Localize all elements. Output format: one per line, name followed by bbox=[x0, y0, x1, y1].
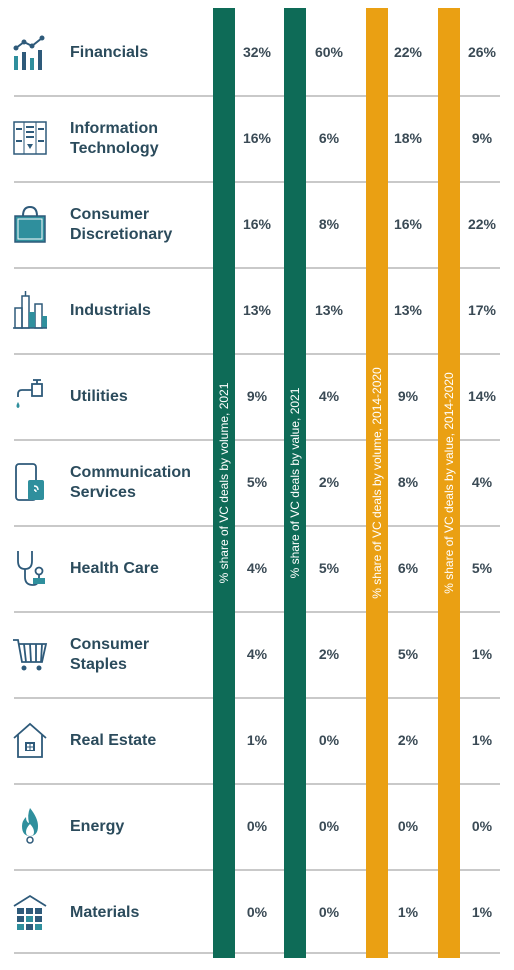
column-bar: % share of VC deals by volume, 2021 bbox=[213, 8, 235, 958]
value-cell: 9% bbox=[397, 388, 419, 404]
value-cell: 5% bbox=[397, 646, 419, 662]
value-cell: 8% bbox=[397, 474, 419, 490]
table-row: Utilities 9% 4% 9% 14% bbox=[0, 354, 514, 441]
sector-label: Financials bbox=[70, 44, 149, 61]
value-cell: 4% bbox=[318, 388, 340, 404]
shopping-cart-icon bbox=[12, 634, 48, 674]
house-icon bbox=[12, 720, 48, 760]
row-divider bbox=[14, 869, 500, 871]
table-row: Consumer Staples 4% 2% 5% 1% bbox=[0, 612, 514, 699]
water-tap-icon bbox=[12, 376, 48, 416]
sector-label: Information Technology bbox=[70, 120, 159, 157]
mobile-phone-icon bbox=[12, 462, 48, 502]
value-cell: 9% bbox=[246, 388, 268, 404]
value-cell: 5% bbox=[471, 560, 493, 576]
value-cell: 16% bbox=[242, 130, 272, 146]
flame-icon bbox=[12, 806, 48, 846]
row-divider bbox=[14, 353, 500, 355]
row-divider bbox=[14, 697, 500, 699]
table-row: Materials 0% 0% 1% 1% bbox=[0, 870, 514, 956]
value-cell: 17% bbox=[467, 302, 497, 318]
value-cell: 18% bbox=[393, 130, 423, 146]
row-divider bbox=[14, 783, 500, 785]
value-cell: 16% bbox=[393, 216, 423, 232]
sector-label: Communication Services bbox=[70, 464, 191, 501]
stethoscope-icon bbox=[12, 548, 48, 588]
value-cell: 0% bbox=[471, 818, 493, 834]
column-header: % share of VC deals by volume, 2014-2020 bbox=[370, 367, 384, 599]
table-row: Consumer Discretionary 16% 8% 16% 22% bbox=[0, 182, 514, 269]
value-cell: 32% bbox=[242, 44, 272, 60]
shopping-bag-icon bbox=[12, 204, 48, 244]
sector-label: Consumer Discretionary bbox=[70, 206, 173, 243]
value-cell: 6% bbox=[318, 130, 340, 146]
value-cell: 5% bbox=[246, 474, 268, 490]
row-divider bbox=[14, 95, 500, 97]
value-cell: 22% bbox=[467, 216, 497, 232]
sector-label: Utilities bbox=[70, 388, 128, 405]
row-divider bbox=[14, 267, 500, 269]
value-cell: 0% bbox=[318, 904, 340, 920]
value-cell: 14% bbox=[467, 388, 497, 404]
row-divider bbox=[14, 181, 500, 183]
value-cell: 1% bbox=[397, 904, 419, 920]
value-cell: 4% bbox=[471, 474, 493, 490]
table-row: Communication Services 5% 2% 8% 4% bbox=[0, 440, 514, 527]
sector-label: Energy bbox=[70, 818, 125, 835]
value-cell: 0% bbox=[397, 818, 419, 834]
value-cell: 9% bbox=[471, 130, 493, 146]
column-header: % share of VC deals by value, 2014-2020 bbox=[442, 372, 456, 594]
value-cell: 1% bbox=[471, 904, 493, 920]
value-cell: 0% bbox=[318, 818, 340, 834]
value-cell: 60% bbox=[314, 44, 344, 60]
column-header: % share of VC deals by volume, 2021 bbox=[217, 382, 231, 584]
value-cell: 13% bbox=[242, 302, 272, 318]
column-bar: % share of VC deals by value, 2021 bbox=[284, 8, 306, 958]
value-cell: 2% bbox=[318, 646, 340, 662]
row-divider bbox=[14, 525, 500, 527]
value-cell: 6% bbox=[397, 560, 419, 576]
materials-blocks-icon bbox=[12, 892, 48, 932]
value-cell: 0% bbox=[318, 732, 340, 748]
city-buildings-icon bbox=[12, 290, 48, 330]
value-cell: 1% bbox=[246, 732, 268, 748]
financials-chart-icon bbox=[12, 32, 48, 72]
row-divider bbox=[14, 952, 500, 954]
row-divider bbox=[14, 611, 500, 613]
table-row: Information Technology 16% 6% 18% 9% bbox=[0, 96, 514, 183]
table-row: Health Care 4% 5% 6% 5% bbox=[0, 526, 514, 613]
table-row: Industrials 13% 13% 13% 17% bbox=[0, 268, 514, 355]
column-header: % share of VC deals by value, 2021 bbox=[288, 387, 302, 579]
sector-label: Industrials bbox=[70, 302, 151, 319]
value-cell: 2% bbox=[318, 474, 340, 490]
sector-label: Materials bbox=[70, 904, 140, 921]
value-cell: 2% bbox=[397, 732, 419, 748]
value-cell: 13% bbox=[393, 302, 423, 318]
row-divider bbox=[14, 439, 500, 441]
server-icon bbox=[12, 118, 48, 158]
table-row: Financials 32% 60% 22% 26% bbox=[0, 10, 514, 97]
sector-label: Consumer Staples bbox=[70, 636, 150, 673]
value-cell: 5% bbox=[318, 560, 340, 576]
sector-label: Real Estate bbox=[70, 732, 157, 749]
value-cell: 1% bbox=[471, 732, 493, 748]
value-cell: 22% bbox=[393, 44, 423, 60]
value-cell: 13% bbox=[314, 302, 344, 318]
table-row: Energy 0% 0% 0% 0% bbox=[0, 784, 514, 871]
value-cell: 16% bbox=[242, 216, 272, 232]
value-cell: 8% bbox=[318, 216, 340, 232]
value-cell: 4% bbox=[246, 646, 268, 662]
column-bar: % share of VC deals by volume, 2014-2020 bbox=[366, 8, 388, 958]
table-row: Real Estate 1% 0% 2% 1% bbox=[0, 698, 514, 785]
value-cell: 26% bbox=[467, 44, 497, 60]
value-cell: 0% bbox=[246, 904, 268, 920]
sector-label: Health Care bbox=[70, 560, 159, 577]
value-cell: 0% bbox=[246, 818, 268, 834]
column-bar: % share of VC deals by value, 2014-2020 bbox=[438, 8, 460, 958]
value-cell: 4% bbox=[246, 560, 268, 576]
value-cell: 1% bbox=[471, 646, 493, 662]
